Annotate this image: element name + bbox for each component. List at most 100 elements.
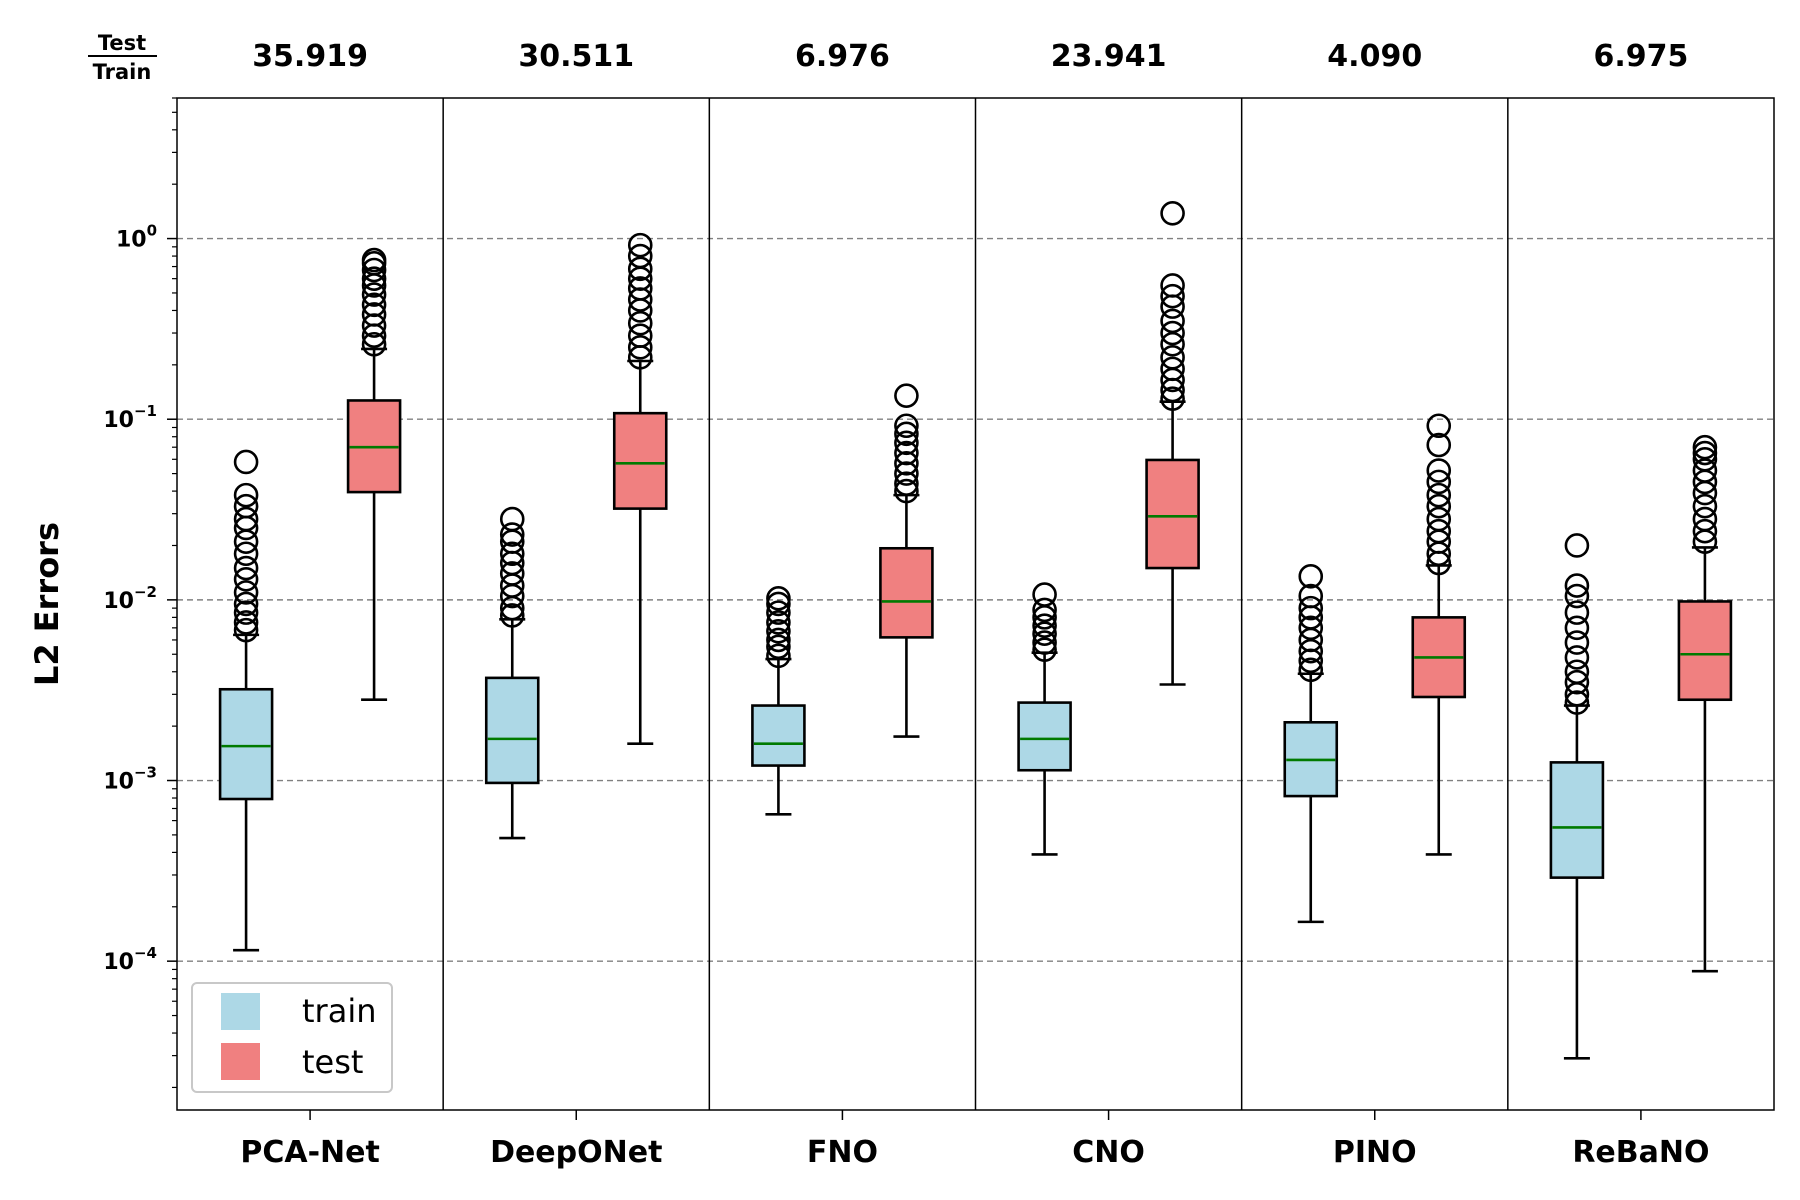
outlier-point <box>1692 458 1718 483</box>
iqr-box <box>751 704 806 767</box>
outlier-point <box>766 643 791 669</box>
outlier-point <box>361 282 387 307</box>
outlier-point <box>1426 506 1452 532</box>
outlier-point <box>1426 482 1452 508</box>
ratio-value: 6.975 <box>1593 39 1688 74</box>
box-train-pca-net <box>218 449 274 952</box>
outlier-point <box>1160 345 1185 370</box>
outlier-point <box>1160 273 1185 298</box>
outlier-point <box>1426 413 1452 439</box>
outlier-point <box>1032 630 1057 655</box>
outlier-point <box>233 506 259 532</box>
outlier-point <box>627 335 653 360</box>
outlier-point <box>1426 493 1452 519</box>
outlier-point <box>233 555 259 581</box>
ratio-value: 35.919 <box>252 39 368 74</box>
outlier-point <box>499 522 525 547</box>
outlier-point <box>766 591 791 617</box>
outlier-point <box>233 449 259 475</box>
x-tick-label: PCA-Net <box>240 1135 379 1170</box>
outlier-point <box>233 617 259 643</box>
outlier-point <box>233 482 259 508</box>
outlier-point <box>894 440 919 466</box>
y-axis-ticks: 10−4 10−3 10−2 10−1 100 <box>103 97 177 1089</box>
outlier-point <box>1298 638 1324 664</box>
outlier-point <box>1564 630 1590 655</box>
iqr-box <box>218 687 274 801</box>
outlier-point <box>1426 518 1452 544</box>
outlier-point <box>1298 657 1324 683</box>
outlier-point <box>1298 595 1324 621</box>
outlier-point <box>233 566 259 592</box>
x-tick-label: PINO <box>1333 1135 1417 1170</box>
outlier-point <box>1426 432 1452 458</box>
outlier-point <box>1564 583 1590 609</box>
iqr-box <box>612 411 668 510</box>
ratio-value: 4.090 <box>1327 39 1422 74</box>
plot-frame <box>176 97 1775 1111</box>
outlier-point <box>766 634 791 660</box>
outlier-point <box>1692 493 1718 519</box>
outlier-point <box>1160 308 1185 334</box>
outlier-point <box>627 256 653 282</box>
outlier-point <box>233 610 259 635</box>
outlier-point <box>1160 331 1185 357</box>
outlier-point <box>1032 582 1057 607</box>
outlier-point <box>1298 564 1324 589</box>
outlier-point <box>894 383 919 408</box>
outlier-point <box>233 600 259 625</box>
ratio-value: 6.976 <box>795 39 890 74</box>
outlier-point <box>894 461 919 486</box>
outlier-point <box>1564 600 1590 625</box>
outlier-point <box>499 603 525 628</box>
outlier-point <box>1298 583 1324 609</box>
outlier-point <box>233 493 259 519</box>
ratio-value: 23.941 <box>1051 39 1167 74</box>
box-test-deeponet <box>612 232 668 745</box>
y-tick-label: 100 <box>116 222 157 253</box>
outlier-point <box>894 413 919 439</box>
outlier-point <box>499 506 525 532</box>
outlier-point <box>1426 458 1452 483</box>
y-tick-label: 10−4 <box>103 944 157 975</box>
legend: train test <box>191 982 393 1093</box>
iqr-box <box>484 676 540 785</box>
box-train-deeponet <box>484 506 540 840</box>
outlier-point <box>627 232 653 258</box>
outlier-point <box>1032 621 1057 646</box>
outlier-point <box>233 541 259 567</box>
outlier-point <box>1426 469 1452 495</box>
iqr-box <box>1017 701 1072 772</box>
outlier-point <box>766 600 791 625</box>
outlier-point <box>1564 659 1590 685</box>
outlier-point <box>1032 613 1057 638</box>
box-train-rebano <box>1549 533 1605 1060</box>
x-tick-label: FNO <box>807 1135 878 1170</box>
outlier-point <box>1564 690 1590 715</box>
ratio-denominator: Train <box>93 60 152 84</box>
iqr-box <box>1145 458 1200 570</box>
box-train-cno <box>1017 582 1072 856</box>
outlier-point <box>1160 356 1185 382</box>
outlier-point <box>627 310 653 336</box>
y-axis-label: L2 Errors <box>28 522 66 686</box>
outlier-point <box>1692 506 1718 532</box>
outlier-point <box>894 430 919 456</box>
box-series <box>218 201 1733 1060</box>
outlier-point <box>1298 615 1324 641</box>
outlier-point <box>627 276 653 301</box>
ratio-value: 30.511 <box>518 39 634 74</box>
box-train-fno <box>751 586 806 816</box>
outlier-point <box>1564 669 1590 695</box>
outlier-point <box>233 591 259 617</box>
outlier-point <box>361 247 387 273</box>
outlier-point <box>894 471 919 496</box>
box-test-pino <box>1411 413 1467 856</box>
outlier-point <box>1692 440 1718 466</box>
outlier-point <box>361 331 387 357</box>
x-axis-ticks: PCA-Net DeepONet FNO CNO PINO ReBaNO <box>240 1110 1710 1170</box>
outlier-point <box>1692 434 1718 460</box>
x-tick-label: DeepONet <box>490 1135 662 1170</box>
outlier-point <box>499 541 525 567</box>
